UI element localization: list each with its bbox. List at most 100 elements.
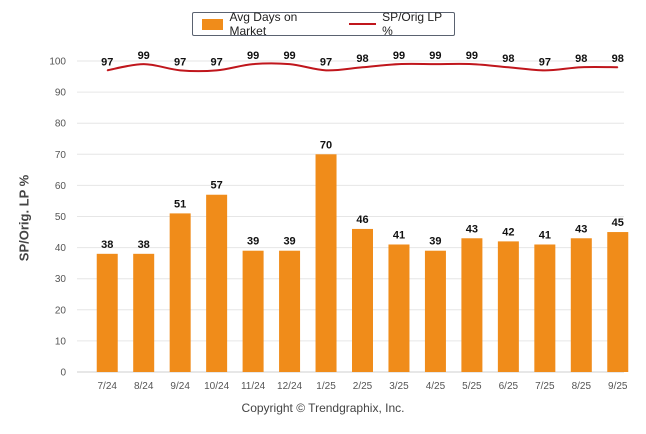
- y-tick-label: 10: [55, 336, 67, 347]
- bar: [570, 238, 592, 372]
- line-point: [507, 66, 509, 68]
- legend-label-sp: SP/Orig LP %: [382, 10, 442, 38]
- bar-series: [96, 154, 629, 372]
- line-point: [398, 63, 400, 65]
- y-tick-label: 50: [55, 212, 67, 223]
- line-value-label: 99: [466, 50, 478, 62]
- line-value-label: 97: [101, 56, 113, 68]
- bar: [388, 244, 410, 372]
- x-axis-ticks: 7/24 8/24 9/24 10/24 11/24 12/24 1/25 2/25 3/25 4…: [97, 381, 627, 392]
- bar: [352, 228, 373, 372]
- line-point: [106, 69, 108, 71]
- line-value-label: 98: [612, 53, 624, 65]
- bar: [424, 250, 446, 372]
- legend-item-sp[interactable]: SP/Orig LP %: [335, 10, 454, 38]
- bar-value-label: 46: [356, 214, 368, 226]
- line-value-label: 99: [393, 50, 405, 62]
- line-point: [434, 63, 436, 65]
- gridlines: [77, 60, 624, 373]
- line-point: [216, 69, 218, 71]
- line-point: [179, 69, 181, 71]
- y-tick-label: 60: [55, 181, 67, 192]
- y-tick-label: 30: [55, 274, 67, 285]
- x-tick-label: 8/25: [572, 381, 592, 392]
- bar-swatch-icon: [202, 18, 224, 30]
- y-axis-ticks: 0 10 20 30 40 50 60 70 80 90 100: [49, 57, 66, 379]
- x-tick-label: 10/24: [204, 381, 229, 392]
- x-tick-label: 9/24: [170, 381, 190, 392]
- x-tick-label: 7/24: [97, 381, 117, 392]
- x-tick-label: 11/24: [241, 381, 266, 392]
- x-tick-label: 8/24: [134, 381, 154, 392]
- line-value-label: 98: [356, 53, 368, 65]
- bar: [607, 232, 629, 372]
- bar: [279, 250, 301, 372]
- line-value-label: 99: [429, 50, 441, 62]
- bar-value-label: 57: [211, 180, 223, 192]
- y-tick-label: 0: [60, 368, 66, 379]
- bar-value-label: 38: [101, 239, 113, 251]
- line-value-label: 99: [138, 50, 150, 62]
- legend-label-days: Avg Days on Market: [229, 10, 298, 38]
- line-point: [544, 69, 546, 71]
- bar: [133, 253, 155, 372]
- copyright-footer: Copyright © Trendgraphix, Inc.: [241, 401, 405, 415]
- line-value-label: 97: [211, 56, 223, 68]
- bar-value-label: 42: [502, 226, 514, 238]
- line-value-label: 98: [575, 53, 587, 65]
- legend-item-days[interactable]: Avg Days on Market: [193, 10, 335, 38]
- bar: [96, 253, 118, 372]
- line-value-label: 97: [539, 56, 551, 68]
- bar-value-label: 39: [429, 236, 441, 248]
- bar-value-label: 39: [283, 236, 295, 248]
- bar: [497, 241, 519, 372]
- bar-value-label: 43: [466, 223, 478, 235]
- x-tick-label: 6/25: [499, 381, 519, 392]
- bar: [461, 238, 483, 372]
- bar-value-label: 70: [320, 139, 332, 151]
- bar-value-label: 43: [575, 223, 587, 235]
- line-point: [289, 63, 291, 65]
- line-point: [143, 63, 145, 65]
- bar: [534, 244, 556, 372]
- y-tick-label: 70: [55, 150, 67, 161]
- line-point: [362, 66, 363, 68]
- line-value-label: 99: [283, 50, 295, 62]
- x-tick-label: 2/25: [353, 381, 373, 392]
- line-point: [580, 66, 582, 68]
- line-point: [252, 63, 254, 65]
- y-axis-title: SP/Orig. LP %: [16, 174, 32, 262]
- line-point: [471, 63, 473, 65]
- bar: [206, 194, 228, 372]
- line-value-label: 97: [174, 56, 186, 68]
- y-tick-label: 90: [55, 88, 67, 99]
- y-tick-label: 100: [49, 57, 66, 68]
- line-value-label: 98: [502, 53, 514, 65]
- x-tick-label: 1/25: [316, 381, 336, 392]
- x-tick-label: 7/25: [535, 381, 555, 392]
- bar: [169, 213, 191, 372]
- chart-legend: Avg Days on Market SP/Orig LP %: [192, 10, 455, 38]
- bar: [242, 250, 264, 372]
- y-tick-label: 20: [55, 305, 67, 316]
- bar-value-label: 41: [539, 229, 551, 241]
- x-tick-label: 9/25: [608, 381, 628, 392]
- x-tick-label: 4/25: [426, 381, 446, 392]
- bar-value-label: 51: [174, 198, 186, 210]
- line-point: [325, 69, 327, 71]
- x-tick-label: 3/25: [389, 381, 409, 392]
- bar-value-label: 41: [393, 229, 405, 241]
- line-point: [617, 66, 619, 68]
- bar: [315, 154, 337, 372]
- bar-value-label: 45: [612, 217, 624, 229]
- x-tick-label: 12/24: [277, 381, 302, 392]
- line-value-label: 97: [320, 56, 332, 68]
- line-value-label: 99: [247, 50, 259, 62]
- bar-value-label: 38: [138, 239, 150, 251]
- line-series: [106, 62, 619, 73]
- data-labels: 38 38 51 57 39 39 70 46 41 39 43 42 41 43 45 97 99 97 97 99…: [101, 50, 624, 251]
- x-tick-label: 5/25: [462, 381, 482, 392]
- y-tick-label: 80: [55, 119, 67, 130]
- bar-value-label: 39: [247, 236, 259, 248]
